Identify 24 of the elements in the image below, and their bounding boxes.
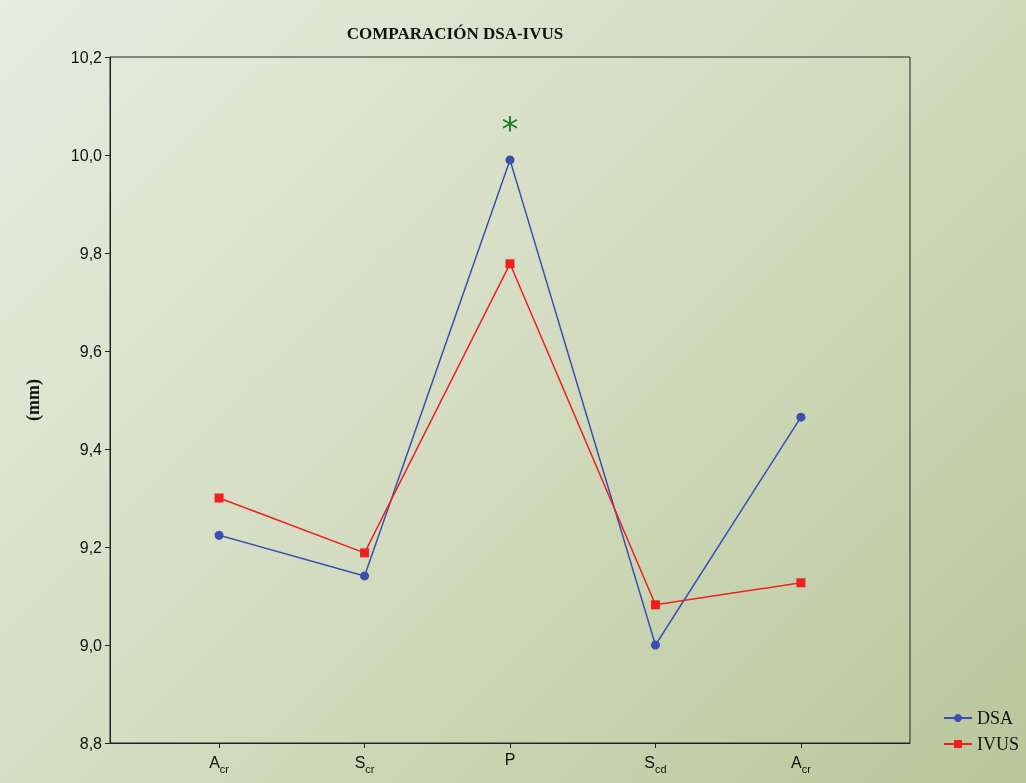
y-tick-label: 9,4 [79, 440, 103, 458]
legend-label: IVUS [977, 734, 1020, 754]
y-axis-title: (mm) [23, 379, 44, 421]
point [650, 640, 660, 650]
point [360, 571, 370, 581]
annotation: * [501, 108, 519, 149]
x-tick-label: P [504, 750, 516, 768]
point [214, 530, 224, 540]
y-tick-label: 9,6 [79, 342, 103, 360]
point [360, 548, 370, 558]
y-tick-label: 8,8 [79, 734, 103, 752]
point [214, 493, 224, 503]
y-tick-label: 9,2 [79, 538, 103, 556]
point [505, 155, 515, 165]
point [650, 600, 660, 610]
chart-title: COMPARACIÓN DSA-IVUS [346, 24, 564, 43]
y-tick-label: 9,8 [79, 244, 103, 262]
y-tick-label: 10,2 [70, 48, 103, 66]
point [505, 259, 515, 269]
y-tick-label: 10,0 [70, 146, 103, 164]
y-tick-label: 9,0 [79, 636, 103, 654]
legend-label: DSA [977, 708, 1014, 728]
point [796, 578, 806, 588]
point [796, 412, 806, 422]
